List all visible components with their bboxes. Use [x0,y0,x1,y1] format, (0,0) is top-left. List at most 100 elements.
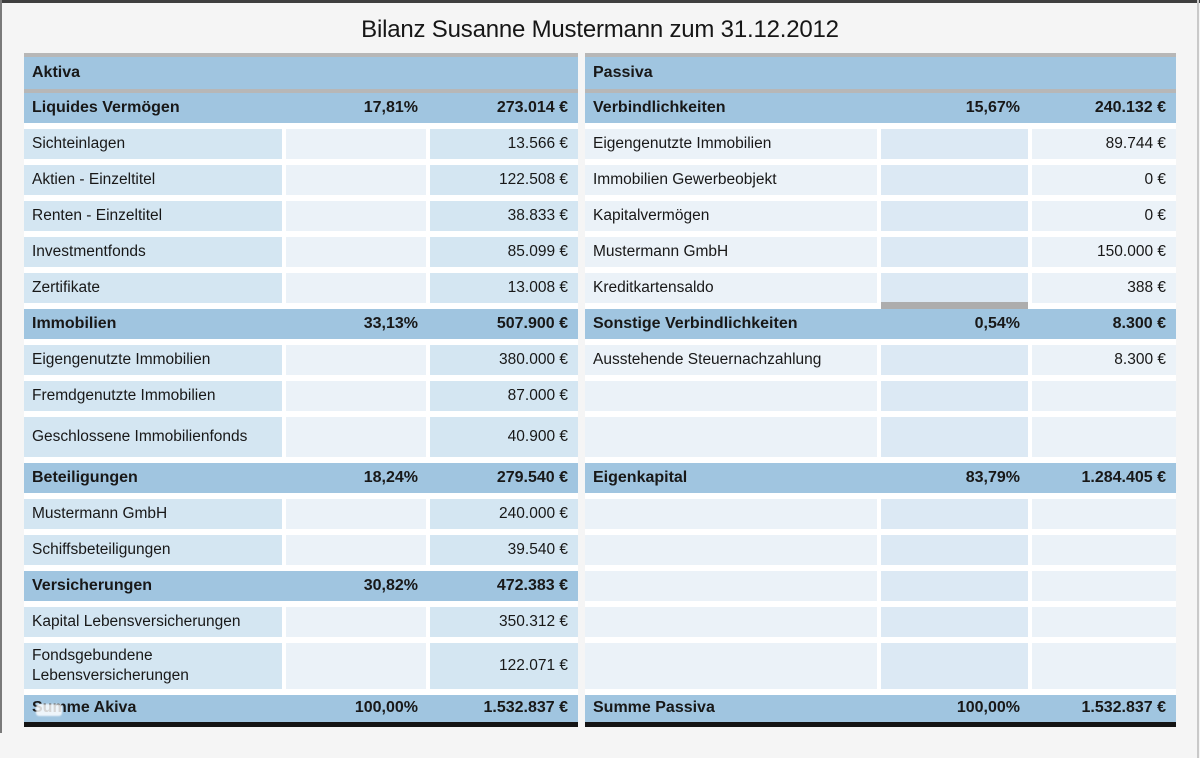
row-label [585,499,877,529]
row-label: Renten - Einzeltitel [24,201,282,231]
section-row: Beteiligungen 18,24% 279.540 € [24,463,578,493]
row-value [1032,571,1176,601]
passiva-header-value [1032,57,1176,89]
empty-row [585,607,1176,637]
row-percent [881,273,1028,303]
row-percent [286,643,426,689]
row-label: Eigengenutzte Immobilien [24,345,282,375]
row-percent: 15,67% [965,98,1020,116]
row-label [585,381,877,411]
row-value: 350.312 € [430,607,578,637]
row-percent [286,345,426,375]
row-value: 89.744 € [1032,129,1176,159]
row-label: Kapital Lebensversicherungen [24,607,282,637]
data-row: Eigengenutzte Immobilien 89.744 € [585,129,1176,159]
row-label: Kreditkartensaldo [585,273,877,303]
row-percent: 83,79% [965,468,1020,486]
row-label: Summe Akiva [32,699,137,717]
row-label: Immobilien Gewerbeobjekt [585,165,877,195]
aktiva-header-row: Aktiva [24,53,578,93]
passiva-table: Passiva Verbindlichkeiten 15,67% 240.132 €… [585,53,1176,727]
data-row: Ausstehende Steuernachzahlung 8.300 € [585,345,1176,375]
row-label: Fremdgenutzte Immobilien [24,381,282,411]
row-value: 240.132 € [1094,98,1166,116]
window-right-border [1197,0,1199,758]
row-percent [286,535,426,565]
row-value: 472.383 € [496,576,568,594]
empty-row [585,417,1176,457]
section-row: Immobilien 33,13% 507.900 € [24,309,578,339]
total-row: Summe Passiva 100,00% 1.532.837 € [585,695,1176,727]
row-percent [881,165,1028,195]
row-value: 388 € [1032,273,1176,303]
row-percent [286,237,426,267]
row-label: Versicherungen [32,576,153,594]
section-row: Sonstige Verbindlichkeiten 0,54% 8.300 € [585,309,1176,339]
row-percent [881,381,1028,411]
row-label [585,535,877,565]
row-percent: 17,81% [363,98,418,116]
row-label: Mustermann GmbH [585,237,877,267]
row-label: Eigengenutzte Immobilien [585,129,877,159]
total-row: Summe Akiva 100,00% 1.532.837 € [24,695,578,727]
row-label: Fondsgebundene Lebensversicherungen [24,643,282,689]
data-row: Immobilien Gewerbeobjekt 0 € [585,165,1176,195]
row-value: 0 € [1032,165,1176,195]
row-label: Kapitalvermögen [585,201,877,231]
row-value [1032,607,1176,637]
row-percent [881,129,1028,159]
data-row: Kapital Lebensversicherungen 350.312 € [24,607,578,637]
aktiva-header-value [430,57,578,89]
row-value: 150.000 € [1032,237,1176,267]
row-value: 87.000 € [430,381,578,411]
row-value: 507.900 € [496,314,568,332]
row-percent [286,165,426,195]
row-percent [881,201,1028,231]
row-label [585,643,877,689]
row-value: 1.532.837 € [483,699,568,717]
window-top-border [0,0,1200,3]
empty-row [585,381,1176,411]
row-value: 122.508 € [430,165,578,195]
passiva-header-row: Passiva [585,53,1176,93]
data-row: Zertifikate 13.008 € [24,273,578,303]
row-label: Liquides Vermögen [32,98,180,116]
row-percent [286,201,426,231]
balance-sheet-table: Aktiva Liquides Vermögen 17,81% 273.014 € S… [24,53,1176,727]
row-value: 85.099 € [430,237,578,267]
row-percent [286,499,426,529]
data-row: Geschlossene Immobilienfonds 40.900 € [24,417,578,457]
aktiva-header-percent [286,57,426,89]
row-label: Ausstehende Steuernachzahlung [585,345,877,375]
section-row: Liquides Vermögen 17,81% 273.014 € [24,93,578,123]
row-label [585,571,877,601]
row-percent [881,499,1028,529]
row-percent [881,417,1028,457]
row-value: 40.900 € [430,417,578,457]
row-label [585,417,877,457]
row-label: Verbindlichkeiten [593,98,726,116]
row-value [1032,535,1176,565]
data-row: Schiffsbeteiligungen 39.540 € [24,535,578,565]
row-value: 273.014 € [496,98,568,116]
row-percent: 0,54% [974,314,1020,332]
data-row: Mustermann GmbH 150.000 € [585,237,1176,267]
row-value [1032,381,1176,411]
aktiva-table: Aktiva Liquides Vermögen 17,81% 273.014 € S… [24,53,578,727]
row-value: 13.008 € [430,273,578,303]
empty-row [585,499,1176,529]
data-row: Aktien - Einzeltitel 122.508 € [24,165,578,195]
row-value: 39.540 € [430,535,578,565]
data-row: Investmentfonds 85.099 € [24,237,578,267]
row-value [1032,499,1176,529]
row-label [585,607,877,637]
row-value: 1.532.837 € [1081,699,1166,717]
data-row: Fondsgebundene Lebensversicherungen 122.0… [24,643,578,689]
row-label: Investmentfonds [24,237,282,267]
row-label: Sichteinlagen [24,129,282,159]
row-percent [286,129,426,159]
row-value: 240.000 € [430,499,578,529]
row-label: Beteiligungen [32,468,138,486]
data-row: Sichteinlagen 13.566 € [24,129,578,159]
data-row: Mustermann GmbH 240.000 € [24,499,578,529]
